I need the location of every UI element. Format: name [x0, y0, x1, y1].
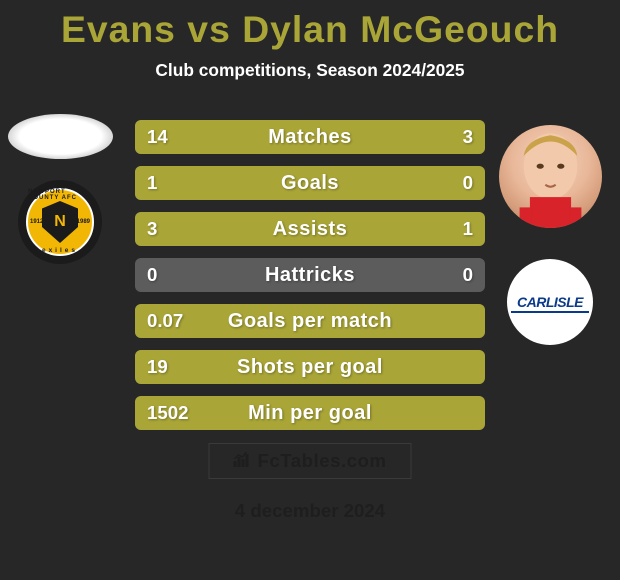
stats-container: 143Matches 10Goals 31Assists 00Hattricks 0.0… [135, 120, 485, 442]
attribution-badge: FcTables.com [208, 443, 411, 479]
attribution-text: FcTables.com [257, 450, 386, 472]
subtitle: Club competitions, Season 2024/2025 [0, 60, 620, 81]
stat-row: 19Shots per goal [135, 350, 485, 384]
stat-row: 0.07Goals per match [135, 304, 485, 338]
club-left-year-right: 1989 [77, 219, 90, 225]
date-text: 4 december 2024 [0, 500, 620, 522]
page-title: Evans vs Dylan McGeouch [0, 8, 620, 51]
player-right-avatar [499, 125, 602, 228]
player-left-avatar [8, 114, 113, 159]
stat-label: Matches [135, 120, 485, 154]
club-right-badge: CARLISLE [507, 259, 593, 345]
stat-label: Shots per goal [135, 350, 485, 384]
comparison-infographic: Evans vs Dylan McGeouch Club competition… [0, 0, 620, 580]
player-right-face-icon [499, 125, 602, 228]
club-left-ring: NEWPORT COUNTY AFC 1912 N 1989 exiles [26, 188, 94, 256]
stat-row: 143Matches [135, 120, 485, 154]
stat-row: 1502Min per goal [135, 396, 485, 430]
club-left-name: NEWPORT COUNTY AFC [28, 189, 92, 201]
stat-row: 00Hattricks [135, 258, 485, 292]
stat-label: Goals per match [135, 304, 485, 338]
club-left-shield: N [42, 201, 78, 243]
club-left-badge: NEWPORT COUNTY AFC 1912 N 1989 exiles [18, 180, 102, 264]
stat-label: Hattricks [135, 258, 485, 292]
club-left-year-founded: 1912 [30, 219, 43, 225]
club-right-wordmark: CARLISLE [517, 294, 583, 310]
club-left-nickname: exiles [42, 247, 78, 254]
stat-label: Min per goal [135, 396, 485, 430]
stat-label: Assists [135, 212, 485, 246]
stat-row: 10Goals [135, 166, 485, 200]
stat-label: Goals [135, 166, 485, 200]
stat-row: 31Assists [135, 212, 485, 246]
chart-icon [233, 450, 251, 472]
